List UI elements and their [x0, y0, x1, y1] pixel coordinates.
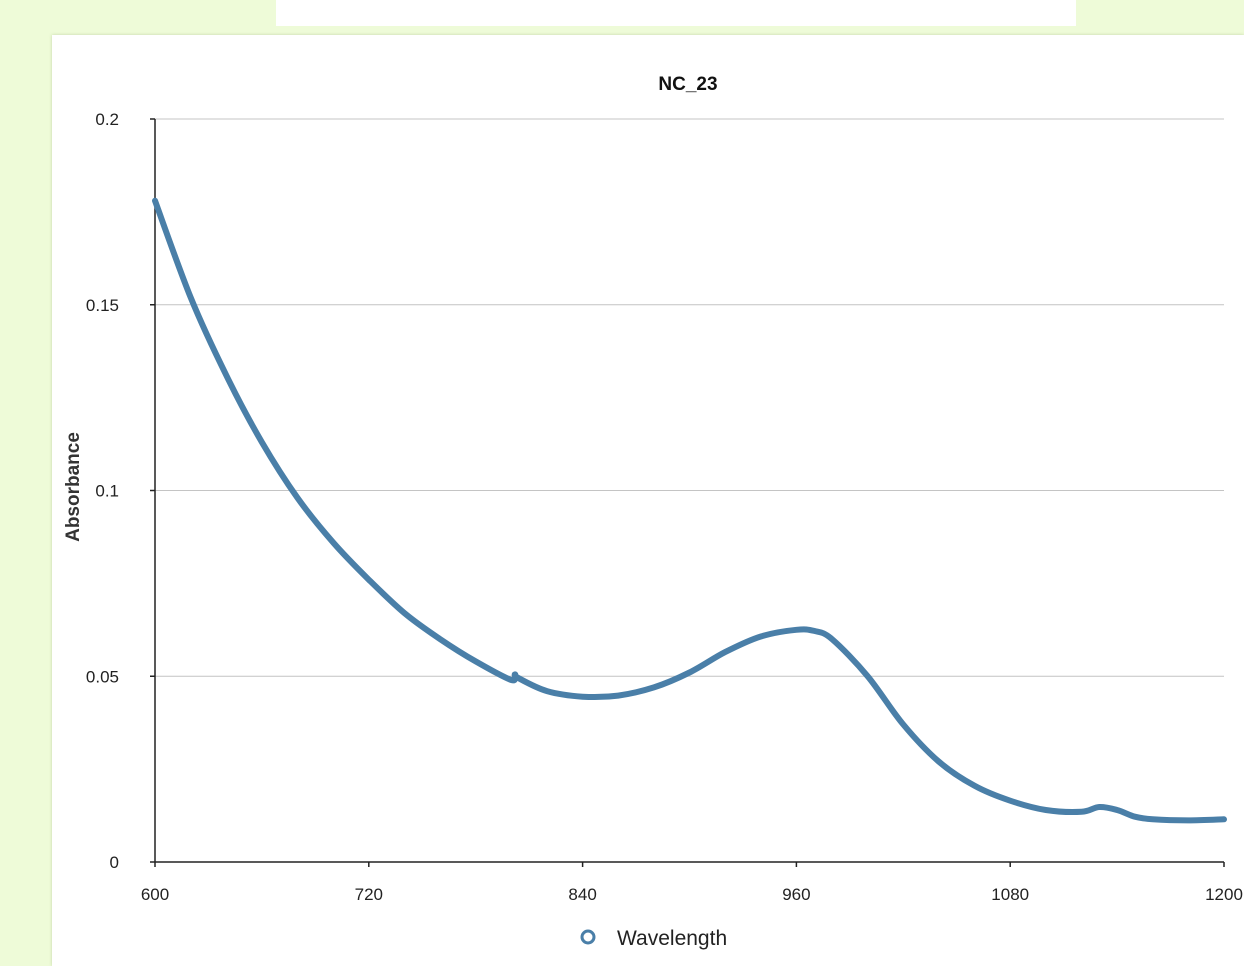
chart: 0 0.05 0.1 0.15 0.2 600 720 840 960 1080 1200 NC_2…	[63, 74, 1243, 950]
series-layer	[152, 197, 1227, 824]
x-tick-label: 600	[141, 885, 169, 904]
chart-panel: 0 0.05 0.1 0.15 0.2 600 720 840 960 1080 1200 NC_2…	[52, 35, 1244, 966]
x-tick-label: 1200	[1205, 885, 1243, 904]
y-tick-label: 0.2	[95, 110, 119, 129]
x-tick-label: 720	[355, 885, 383, 904]
x-tick-label: 1080	[991, 885, 1029, 904]
x-tick-label: 960	[782, 885, 810, 904]
chart-title: NC_23	[658, 74, 717, 95]
grid-lines	[155, 118, 1224, 677]
axes	[150, 118, 1225, 867]
legend-marker-icon	[580, 929, 596, 945]
series-line-0	[152, 197, 1227, 824]
y-tick-label: 0.1	[95, 482, 119, 501]
top-card	[276, 0, 1076, 26]
y-tick-label: 0.05	[86, 667, 119, 686]
y-tick-label: 0	[110, 853, 119, 872]
y-axis-label: Absorbance	[63, 432, 84, 542]
legend: Wavelength	[580, 927, 727, 950]
y-tick-label: 0.15	[86, 296, 119, 315]
x-tick-label: 840	[568, 885, 596, 904]
tick-labels: 0 0.05 0.1 0.15 0.2 600 720 840 960 1080 1200	[86, 110, 1243, 904]
legend-label: Wavelength	[617, 927, 727, 950]
